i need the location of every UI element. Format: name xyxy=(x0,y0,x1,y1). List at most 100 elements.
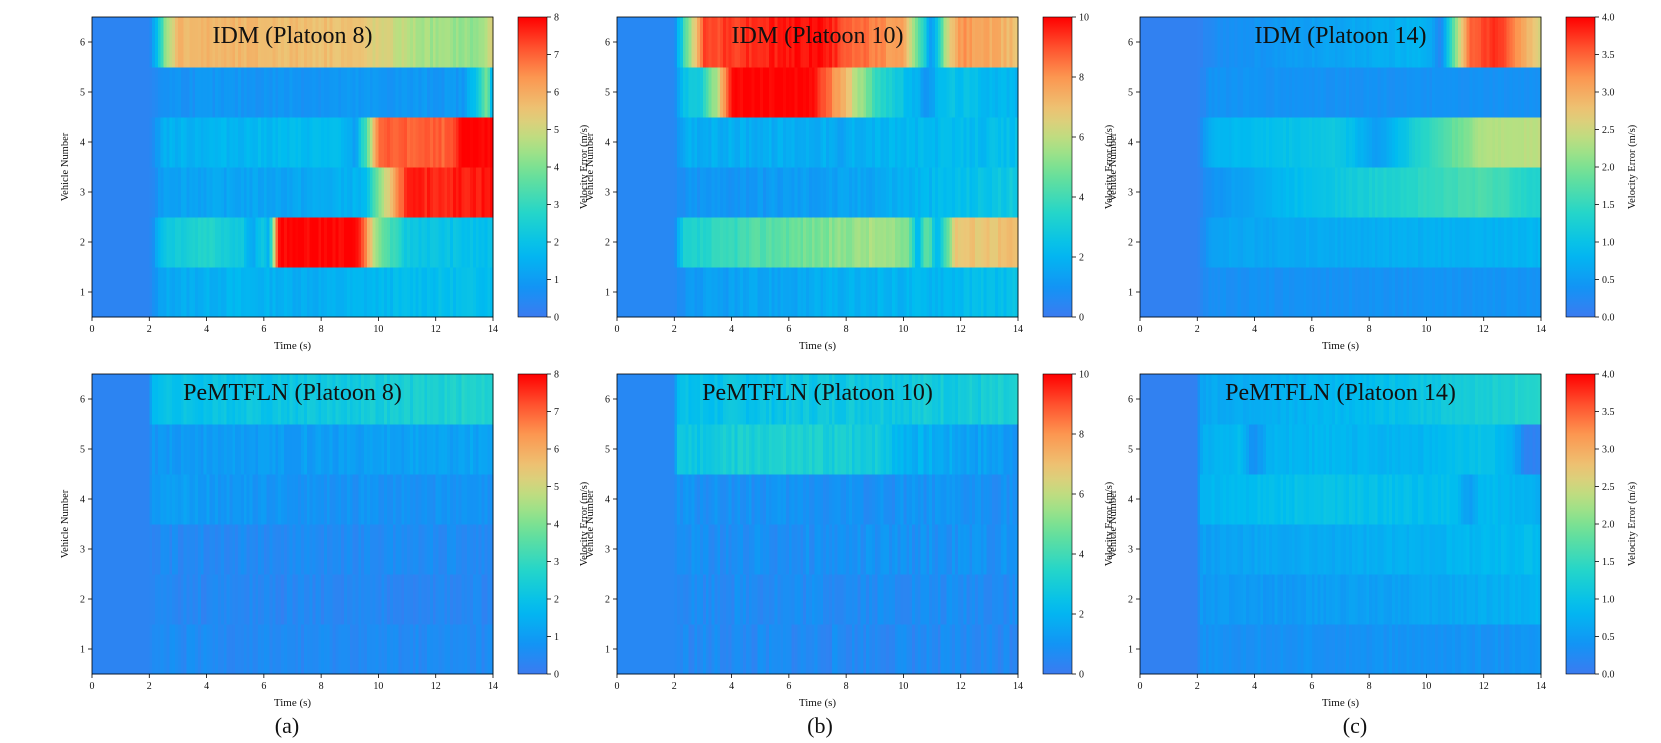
heatmap-cell xyxy=(1151,524,1155,575)
heatmap-cell xyxy=(1440,217,1445,268)
heatmap-cell xyxy=(728,524,733,575)
heatmap-cell xyxy=(854,217,859,268)
colorbar xyxy=(517,16,548,318)
heatmap-cell xyxy=(903,624,907,675)
heatmap-cell xyxy=(103,524,107,575)
heatmap-cell xyxy=(1532,117,1536,168)
heatmap-cell xyxy=(157,17,162,68)
heatmap-cell xyxy=(364,17,368,68)
heatmap-cell xyxy=(1535,117,1539,168)
heatmap-cell xyxy=(326,117,331,168)
heatmap-cell xyxy=(275,267,279,318)
heatmap-cell xyxy=(840,167,844,218)
heatmap-cell xyxy=(441,574,445,625)
heatmap-cell xyxy=(691,374,695,425)
heatmap-cell xyxy=(1535,17,1539,68)
heatmap-cell xyxy=(166,474,170,525)
heatmap-cell xyxy=(874,574,879,625)
heatmap-cell xyxy=(229,624,233,675)
colorbar-tick-label: 1.5 xyxy=(1602,200,1615,211)
heatmap-cell xyxy=(1509,17,1513,68)
heatmap-cell xyxy=(1257,524,1261,575)
heatmap-cell xyxy=(1000,67,1005,118)
heatmap-cell xyxy=(301,217,305,268)
heatmap-cell xyxy=(1297,67,1301,118)
heatmap-cell xyxy=(303,424,308,475)
heatmap-cell xyxy=(289,17,294,68)
heatmap-cell xyxy=(728,17,733,68)
heatmap-cell xyxy=(389,217,394,268)
heatmap-cell xyxy=(960,624,965,675)
heatmap-cell xyxy=(674,524,678,575)
heatmap-cell xyxy=(1283,474,1287,525)
heatmap-cell xyxy=(140,374,145,425)
heatmap-cell xyxy=(129,624,133,675)
heatmap-cell xyxy=(677,424,681,475)
heatmap-cell xyxy=(1446,67,1450,118)
heatmap-cell xyxy=(780,67,784,118)
heatmap-cell xyxy=(97,67,102,118)
heatmap-cell xyxy=(639,67,644,118)
heatmap-cell xyxy=(312,217,317,268)
heatmap-cell xyxy=(1009,474,1013,525)
heatmap-cell xyxy=(1271,524,1276,575)
heatmap-cell xyxy=(1380,524,1385,575)
heatmap-cell xyxy=(1248,624,1253,675)
heatmap-cell xyxy=(751,624,756,675)
heatmap-cell xyxy=(966,474,970,525)
heatmap-cell xyxy=(238,524,242,575)
heatmap-cell xyxy=(914,424,919,475)
heatmap-cell xyxy=(166,424,170,475)
heatmap-cell xyxy=(794,424,799,475)
heatmap-cell xyxy=(992,374,996,425)
heatmap-cell xyxy=(160,117,165,168)
heatmap-cell xyxy=(691,67,695,118)
heatmap-cell xyxy=(1185,574,1190,625)
heatmap-cell xyxy=(1406,17,1410,68)
heatmap-cell xyxy=(1466,67,1470,118)
heatmap-cell xyxy=(639,474,644,525)
heatmap-cell xyxy=(702,424,707,475)
heatmap-cell xyxy=(487,624,491,675)
heatmap-cell xyxy=(1280,167,1284,218)
heatmap-cell xyxy=(1334,267,1339,318)
heatmap-cell xyxy=(1374,574,1379,625)
heatmap-cell xyxy=(283,624,288,675)
y-axis-label: Vehicle Number xyxy=(585,132,596,201)
heatmap-cell xyxy=(252,217,256,268)
heatmap-cell xyxy=(1306,524,1310,575)
heatmap-cell xyxy=(1334,524,1339,575)
heatmap-cell xyxy=(464,424,468,475)
heatmap-cell xyxy=(952,624,956,675)
heatmap-cell xyxy=(1377,217,1382,268)
heatmap-cell xyxy=(123,524,127,575)
heatmap-cell xyxy=(877,117,882,168)
heatmap-cell xyxy=(1512,267,1516,318)
heatmap-cell xyxy=(1194,474,1198,525)
heatmap-cell xyxy=(1440,524,1445,575)
heatmap-cell xyxy=(997,167,1002,218)
heatmap-cell xyxy=(180,374,185,425)
heatmap-cell xyxy=(1437,267,1442,318)
heatmap-cell xyxy=(1380,67,1385,118)
heatmap-cell xyxy=(229,167,233,218)
heatmap-cell xyxy=(714,624,718,675)
heatmap-cell xyxy=(1231,267,1236,318)
heatmap-cell xyxy=(1294,117,1299,168)
heatmap-cell xyxy=(1243,117,1247,168)
heatmap-cell xyxy=(455,624,460,675)
heatmap-cell xyxy=(1506,524,1511,575)
heatmap-cell xyxy=(166,17,170,68)
heatmap-cell xyxy=(195,217,199,268)
heatmap-cell xyxy=(192,524,196,575)
heatmap-cell xyxy=(220,374,225,425)
heatmap-cell xyxy=(361,474,365,525)
heatmap-cell xyxy=(103,67,107,118)
heatmap-cell xyxy=(877,424,882,475)
heatmap-cell xyxy=(869,217,873,268)
heatmap-cell xyxy=(748,267,753,318)
heatmap-cell xyxy=(823,67,827,118)
x-axis-label: Time (s) xyxy=(799,697,837,709)
heatmap-cell xyxy=(464,624,468,675)
heatmap-cell xyxy=(880,374,884,425)
